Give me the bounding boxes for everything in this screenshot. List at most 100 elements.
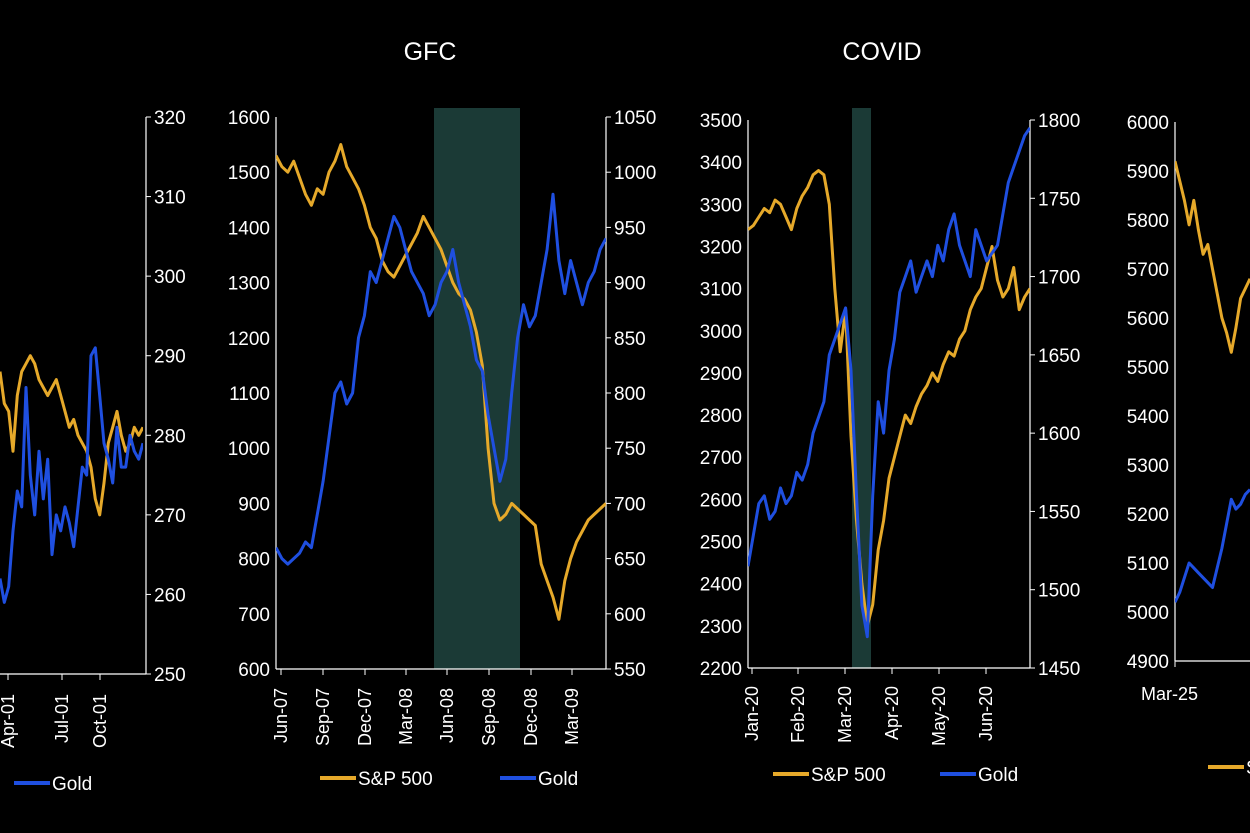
- panel-3-left-tick-label: 3100: [700, 280, 742, 301]
- panel-4-left-tick-label: 5100: [1127, 554, 1169, 575]
- panel-2-right-tick-label: 1050: [614, 108, 656, 129]
- panel-3-x-tick-label: Feb-20: [788, 686, 808, 743]
- panel-4-left-tick-label: 5200: [1127, 505, 1169, 526]
- panel-4-left-tick-label: 6000: [1127, 113, 1169, 134]
- panel-1-right-tick-label: 250: [154, 665, 186, 686]
- panel-3-right-tick-label: 1600: [1038, 424, 1080, 445]
- panel-2-x-tick-label: Mar-08: [396, 688, 416, 745]
- panel-3-right-tick-label: 1450: [1038, 659, 1080, 680]
- panel-2-left-tick-label: 1300: [228, 274, 270, 295]
- panel-3-right-tick-label: 1750: [1038, 189, 1080, 210]
- panel-3-left-tick-label: 3200: [700, 237, 742, 258]
- panel-3-left-tick-label: 2200: [700, 659, 742, 680]
- panel-3-x-tick-label: Mar-20: [835, 686, 855, 743]
- panel-2-legend-label-sp500: S&P 500: [358, 769, 433, 790]
- panel-2-x-tick-label: Jun-07: [271, 688, 291, 743]
- panel-4-left-tick-label: 5600: [1127, 309, 1169, 330]
- panel-2-left-tick-label: 1000: [228, 439, 270, 460]
- panel-2-left-tick-label: 700: [238, 605, 270, 626]
- panel-1-right-tick-label: 320: [154, 108, 186, 129]
- panel-2-title: GFC: [404, 38, 457, 66]
- panel-1-right-tick-label: 270: [154, 506, 186, 527]
- panel-4-left-tick-label: 5700: [1127, 260, 1169, 281]
- panel-2-right-tick-label: 800: [614, 384, 646, 405]
- panel-2-left-tick-label: 600: [238, 660, 270, 681]
- panel-3-x-tick-label: May-20: [929, 686, 949, 746]
- panel-2-left-tick-label: 1600: [228, 108, 270, 129]
- panel-2-x-tick-label: Mar-09: [562, 688, 582, 745]
- panel-3-x-tick-label: Jun-20: [976, 686, 996, 741]
- panel-3-left-tick-label: 2400: [700, 575, 742, 596]
- panel-3-x-tick-label: Apr-20: [882, 686, 902, 740]
- panel-2-series-sp500-line: [276, 143, 606, 621]
- panel-2-x-tick-label: Dec-08: [521, 688, 541, 746]
- panel-2-x-tick-label: Dec-07: [355, 688, 375, 746]
- panel-3-right-tick-label: 1550: [1038, 502, 1080, 523]
- panel-2-shaded-period: [434, 108, 520, 669]
- panel-1-x-tick-label: Oct-01: [90, 694, 110, 748]
- panel-1-series-gold-line: [0, 346, 143, 604]
- panel-3-left-tick-label: 3500: [700, 111, 742, 132]
- panel-2-left-tick-label: 1200: [228, 329, 270, 350]
- panel-4-left-tick-label: 4900: [1127, 652, 1169, 673]
- panel-3-left-tick-label: 2900: [700, 364, 742, 385]
- panel-1-right-tick-label: 300: [154, 267, 186, 288]
- panel-3-right-tick-label: 1700: [1038, 268, 1080, 289]
- panel-2-right-tick-label: 1000: [614, 163, 656, 184]
- panel-4-left-tick-label: 5500: [1127, 358, 1169, 379]
- panel-2-x-tick-label: Sep-08: [479, 688, 499, 746]
- panel-3-left-tick-label: 2700: [700, 448, 742, 469]
- panel-2-left-tick-label: 1100: [229, 384, 270, 405]
- panel-3-right-tick-label: 1650: [1038, 346, 1080, 367]
- panel-2-right-tick-label: 850: [614, 329, 646, 350]
- panel-3-series-sp500-line: [748, 169, 1030, 628]
- panel-1-series-sp500-line: [0, 354, 143, 517]
- panel-3-legend-label-sp500: S&P 500: [811, 765, 886, 786]
- panel-4-x-tick-label: Mar-25: [1141, 684, 1198, 704]
- panel-1-x-tick-label: Jul-01: [52, 694, 72, 743]
- panel-3-left-tick-label: 3000: [700, 322, 742, 343]
- panel-3-series-gold-line: [748, 126, 1030, 639]
- panel-3-left-tick-label: 2600: [700, 490, 742, 511]
- panel-3-left-tick-label: 2500: [700, 533, 742, 554]
- panel-2-right-tick-label: 650: [614, 550, 646, 571]
- panel-1-right-tick-label: 290: [154, 347, 186, 368]
- panel-2-left-tick-label: 800: [238, 550, 270, 571]
- panel-2-right-tick-label: 700: [614, 494, 646, 515]
- panel-3-left-tick-label: 2300: [700, 617, 742, 638]
- panel-3-legend-label-gold: Gold: [978, 765, 1018, 786]
- panel-3-title: COVID: [842, 38, 921, 66]
- panel-3-right-tick-label: 1500: [1038, 581, 1080, 602]
- panel-4-left-tick-label: 5400: [1127, 407, 1169, 428]
- panel-2-legend-label-gold: Gold: [538, 769, 578, 790]
- panel-2-right-tick-label: 750: [614, 439, 646, 460]
- panel-4-legend-label-sp500: S: [1246, 758, 1250, 779]
- panel-2-series-gold-line: [276, 192, 606, 566]
- panel-4-series-gold-line: [1175, 488, 1250, 603]
- panel-2-right-tick-label: 900: [614, 274, 646, 295]
- panel-3-x-tick-label: Jan-20: [742, 686, 762, 741]
- panel-4-left-tick-label: 5900: [1127, 162, 1169, 183]
- panel-2-right-tick-label: 950: [614, 218, 646, 239]
- panel-1-x-tick-label: Apr-01: [0, 694, 18, 748]
- panel-1-legend-label-gold: Gold: [52, 774, 92, 795]
- panel-2-right-tick-label: 600: [614, 605, 646, 626]
- panel-3-right-tick-label: 1800: [1038, 111, 1080, 132]
- panel-4-left-tick-label: 5300: [1127, 456, 1169, 477]
- panel-2-left-tick-label: 1400: [228, 218, 270, 239]
- panel-3-left-tick-label: 3400: [700, 153, 742, 174]
- panel-4-left-tick-label: 5000: [1127, 603, 1169, 624]
- panel-4-left-tick-label: 5800: [1127, 211, 1169, 232]
- panel-4-series-sp500-line: [1175, 160, 1250, 354]
- panel-3-left-tick-label: 3300: [700, 195, 742, 216]
- panel-1-right-tick-label: 310: [154, 188, 186, 209]
- panel-2-x-tick-label: Sep-07: [313, 688, 333, 746]
- panel-3-left-tick-label: 2800: [700, 406, 742, 427]
- panel-2-left-tick-label: 1500: [228, 163, 270, 184]
- panel-2-right-tick-label: 550: [614, 660, 646, 681]
- panel-1-right-tick-label: 280: [154, 426, 186, 447]
- panel-2-x-tick-label: Jun-08: [437, 688, 457, 743]
- panel-2-left-tick-label: 900: [238, 494, 270, 515]
- panel-1-right-tick-label: 260: [154, 585, 186, 606]
